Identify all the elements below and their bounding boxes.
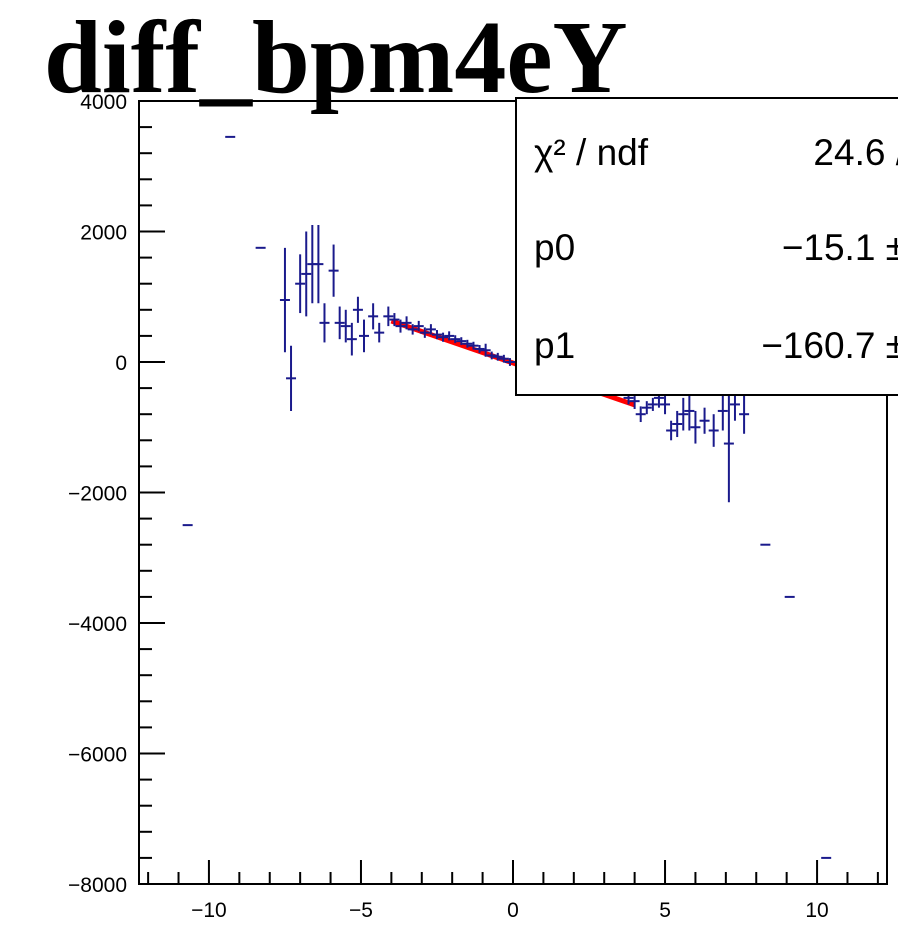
data-point: [641, 401, 652, 415]
y-tick-label: −8000: [68, 874, 127, 897]
chart-title: diff_bpm4eY: [44, 0, 628, 115]
data-point: [480, 343, 491, 357]
x-tick-label: −5: [349, 899, 373, 922]
y-tick-label: −4000: [68, 613, 127, 636]
stats-row-value: −160.7 ±: [761, 325, 898, 366]
data-point: [462, 339, 473, 348]
data-point: [352, 296, 363, 323]
stats-row-value: −15.1 ±: [782, 227, 898, 268]
data-point: [486, 351, 497, 360]
data-point: [359, 319, 370, 353]
y-tick-label: 2000: [80, 222, 127, 245]
data-point: [474, 345, 485, 353]
data-point: [647, 397, 658, 411]
data-point: [407, 324, 418, 335]
x-tick-label: 10: [805, 899, 828, 922]
data-point: [684, 391, 695, 431]
data-point: [492, 352, 503, 361]
stats-row-label: p0: [534, 227, 575, 268]
data-point: [717, 391, 728, 431]
data-point: [723, 384, 734, 503]
data-point: [672, 410, 683, 438]
data-point: [666, 420, 677, 441]
data-point: [456, 337, 467, 346]
data-point: [374, 322, 385, 343]
data-points: [182, 135, 832, 859]
plot-frame: 4000 2000 0 −2000 −4000 −6000 −8000 −10 −5 0 5 10: [68, 91, 888, 922]
chart-title-group: diff_bpm4eY: [44, 0, 628, 115]
data-point: [334, 306, 345, 340]
data-point: [319, 303, 330, 343]
data-point: [635, 406, 646, 423]
data-point: [660, 394, 671, 415]
data-point: [699, 407, 710, 434]
data-point: [425, 324, 436, 335]
data-point: [389, 313, 400, 327]
stats-box-border: [515, 97, 898, 396]
data-point: [678, 397, 689, 431]
data-point: [368, 303, 379, 330]
data-point: [340, 309, 351, 343]
x-tick-label: 5: [659, 899, 671, 922]
x-tick-label: 0: [507, 899, 519, 922]
y-tick-label: 4000: [80, 91, 127, 114]
data-point: [690, 410, 701, 444]
y-tick-label: −2000: [68, 483, 127, 506]
data-point: [438, 332, 449, 342]
data-point: [383, 306, 394, 327]
data-point: [401, 316, 412, 330]
data-point: [468, 341, 479, 350]
data-point: [498, 354, 509, 363]
data-point: [301, 231, 312, 317]
stats-row-label: χ² / ndf: [534, 132, 649, 173]
data-point: [708, 414, 719, 447]
data-point: [395, 319, 406, 333]
stats-row-label: p1: [534, 325, 575, 366]
data-point: [286, 345, 297, 411]
data-point: [444, 331, 455, 341]
data-point: [313, 224, 324, 304]
data-point: [504, 358, 515, 366]
data-point: [413, 320, 424, 332]
stats-box: χ² / ndf 24.6 / p0 −15.1 ± p1 −160.7 ±: [515, 97, 898, 396]
stats-row-value: 24.6 /: [813, 132, 898, 173]
data-point: [328, 244, 339, 297]
y-tick-label: 0: [115, 352, 127, 375]
data-point: [419, 327, 430, 338]
data-point: [346, 322, 357, 356]
data-point: [739, 394, 750, 434]
data-point: [431, 330, 442, 340]
y-tick-label: −6000: [68, 744, 127, 767]
data-point: [450, 335, 461, 344]
x-tick-label: −10: [191, 899, 227, 922]
data-point: [279, 247, 290, 353]
data-point: [295, 254, 306, 314]
